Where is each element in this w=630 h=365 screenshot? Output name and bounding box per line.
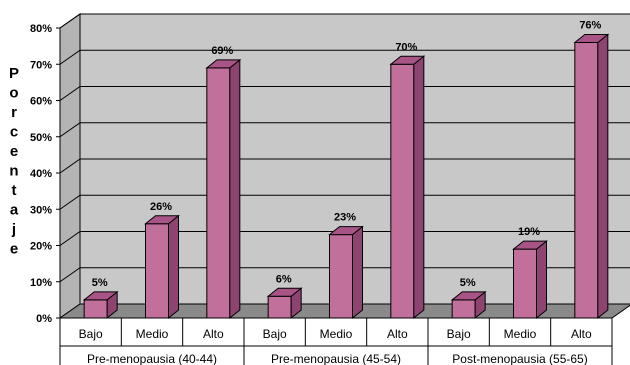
bar [451, 299, 476, 319]
gridline [59, 86, 630, 101]
group-label: Pre-menopausia (40-44) [87, 352, 217, 365]
bar-top [205, 59, 242, 69]
category-label: Alto [203, 327, 224, 341]
gridline [59, 231, 630, 246]
bar-top [573, 34, 610, 43]
bar-top [266, 287, 303, 297]
y-axis: 0% 10% 20% 30% 40% 50% 60% 70% 80% [30, 23, 61, 325]
y-tick-label: 80% [30, 23, 52, 35]
bar-side [597, 33, 609, 320]
y-tick-label: 40% [30, 168, 52, 180]
gridlines [59, 13, 630, 283]
bar [574, 42, 599, 319]
y-axis-title-letter: j [11, 221, 16, 238]
bar-top [512, 240, 548, 250]
data-label: 23% [334, 212, 356, 224]
gridline [59, 194, 630, 210]
category-label: Bajo [263, 327, 287, 341]
bar-side [413, 55, 425, 320]
bar [329, 234, 353, 319]
data-label: 19% [518, 226, 540, 238]
gridline [59, 49, 630, 65]
y-axis-title-letter: e [10, 143, 18, 160]
group-label: Post-menopausia (55-65) [452, 352, 587, 365]
category-label: Bajo [79, 327, 103, 341]
y-axis-title-letter: P [9, 65, 19, 82]
data-label: 26% [150, 201, 172, 213]
y-tick-label: 60% [30, 96, 52, 108]
data-label: 5% [460, 277, 476, 289]
bar-top [450, 291, 487, 301]
bar [390, 63, 415, 319]
y-axis-title-letter: o [9, 85, 18, 102]
bar-top [389, 55, 426, 65]
bar [513, 248, 537, 319]
data-label: 70% [395, 41, 417, 53]
group-label: Pre-menopausia (45-54) [271, 352, 401, 365]
bar-top [144, 215, 180, 225]
data-label: 6% [276, 273, 292, 285]
bar-side [229, 58, 241, 320]
category-label: Medio [320, 327, 353, 341]
y-axis-title-letter: a [10, 202, 19, 219]
y-axis-title-letter: n [9, 163, 18, 180]
y-tick-label: 50% [30, 132, 52, 144]
bar [206, 67, 231, 319]
y-tick-label: 10% [30, 277, 52, 289]
y-tick-label: 70% [30, 59, 52, 71]
category-label: Medio [136, 327, 169, 341]
y-axis-title-letter: c [10, 124, 18, 141]
gridline [59, 158, 630, 174]
bar-side [352, 225, 363, 320]
gridline [59, 13, 630, 29]
y-axis-title-letter: t [12, 182, 17, 199]
category-label: Medio [504, 327, 537, 341]
gridline [59, 267, 630, 283]
data-label: 76% [579, 20, 601, 32]
y-tick-label: 30% [30, 204, 52, 216]
category-label: Bajo [447, 327, 471, 341]
category-label: Alto [387, 327, 408, 341]
data-labels: 5% 26% 69% 6% 23% 70% 5% 19% 76% [92, 20, 602, 289]
data-label: 69% [211, 45, 233, 57]
y-tick-label: 20% [30, 241, 52, 253]
gridline [59, 122, 630, 138]
bars [82, 33, 610, 320]
bar-side [168, 214, 179, 320]
y-axis-title-letter: e [10, 241, 18, 258]
y-axis-title-letter: r [11, 104, 17, 121]
y-tick-label: 0% [36, 313, 52, 325]
bar-top [82, 291, 119, 301]
bar-top [328, 226, 364, 236]
category-axis: Bajo Medio Alto Bajo Medio Alto Bajo Medio Alto P… [59, 318, 613, 365]
bar [83, 299, 108, 319]
data-label: 5% [92, 277, 108, 289]
bar-side [536, 240, 547, 320]
category-label: Alto [571, 327, 592, 341]
bar [145, 223, 169, 319]
bar [267, 295, 292, 319]
